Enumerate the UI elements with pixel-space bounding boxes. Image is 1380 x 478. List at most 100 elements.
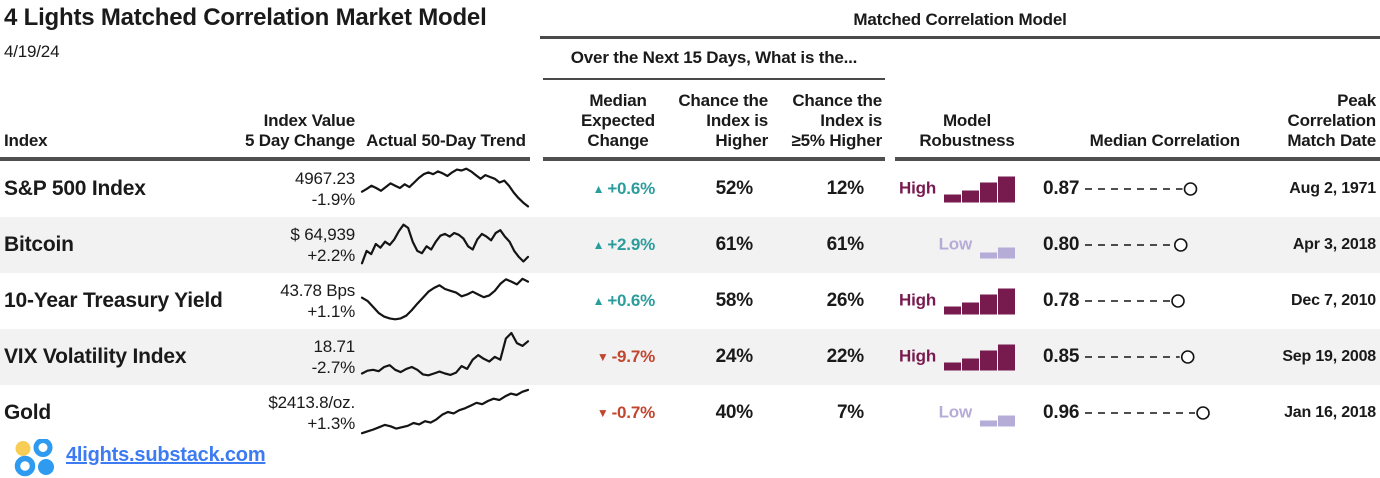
index-value: $ 64,939 <box>290 225 355 244</box>
robustness-label: Low <box>938 402 973 422</box>
trend-sparkline <box>360 162 532 216</box>
table-header-rule-right <box>895 157 1380 161</box>
index-value: 18.71 <box>313 337 355 356</box>
trend-arrow-icon: ▼ <box>596 406 609 420</box>
five-day-change: +1.1% <box>307 302 355 321</box>
trend-arrow-icon: ▲ <box>592 182 605 196</box>
chance-higher: 24% <box>715 346 754 367</box>
median-expected-change-value: +0.6% <box>607 179 655 198</box>
median-expected-change: ▲ +2.9% <box>592 235 656 255</box>
trend-arrow-icon: ▲ <box>592 294 605 308</box>
table-row: VIX Volatility Index 18.71 -2.7% ▼ -9.7% 2… <box>0 329 1380 385</box>
correlation-lollipop <box>1085 293 1225 309</box>
median-correlation-value: 0.96 <box>1043 402 1080 423</box>
index-name: 10-Year Treasury Yield <box>4 289 223 312</box>
index-value: $2413.8/oz. <box>268 393 355 412</box>
peak-match-date: Jan 16, 2018 <box>1284 404 1376 421</box>
chance-5pct-higher: 22% <box>826 346 865 367</box>
model-robustness: High <box>899 288 1015 315</box>
trend-arrow-icon: ▲ <box>592 238 605 252</box>
median-expected-change-value: +2.9% <box>607 235 655 254</box>
peak-match-date: Apr 3, 2018 <box>1292 236 1376 253</box>
chance-5pct-higher: 7% <box>836 402 864 423</box>
robustness-bars <box>944 176 1015 203</box>
index-value-and-change: $2413.8/oz. +1.3% <box>268 392 355 434</box>
index-name: Bitcoin <box>4 233 74 256</box>
index-name: S&P 500 Index <box>4 177 146 200</box>
four-lights-logo-icon <box>12 438 58 477</box>
model-robustness: Low <box>939 400 1015 427</box>
median-expected-change: ▼ -9.7% <box>597 347 655 367</box>
table-row: Gold $2413.8/oz. +1.3% ▼ -0.7% 40% 7% Low … <box>0 385 1380 441</box>
five-day-change: +1.3% <box>307 414 355 433</box>
group-header-matched-correlation-model: Matched Correlation Model <box>853 10 1067 29</box>
peak-match-date: Dec 7, 2010 <box>1291 292 1376 309</box>
column-header-median-correlation: Median Correlation <box>1089 131 1241 150</box>
five-day-change: +2.2% <box>307 246 355 265</box>
median-expected-change: ▲ +0.6% <box>592 179 656 199</box>
table-row: Bitcoin $ 64,939 +2.2% ▲ +2.9% 61% 61% Low… <box>0 217 1380 273</box>
column-header-trend: Actual 50-Day Trend <box>366 131 526 150</box>
robustness-bars <box>944 288 1015 315</box>
chance-higher: 40% <box>715 402 754 423</box>
group-header-rule <box>540 36 1380 39</box>
column-header-median-expected-change: Median Expected Change <box>581 91 655 150</box>
as-of-date: 4/19/24 <box>4 42 60 61</box>
correlation-lollipop <box>1085 237 1225 253</box>
table-body: S&P 500 Index 4967.23 -1.9% ▲ +0.6% 52% 12… <box>0 161 1380 441</box>
median-correlation-value: 0.80 <box>1043 234 1080 255</box>
correlation-lollipop <box>1085 181 1225 197</box>
index-value: 43.78 Bps <box>280 281 355 300</box>
median-expected-change: ▲ +0.6% <box>592 291 656 311</box>
group-header-next-15-days: Over the Next 15 Days, What is the... <box>570 48 858 67</box>
robustness-bars <box>980 400 1015 427</box>
index-value-and-change: $ 64,939 +2.2% <box>290 224 355 266</box>
subgroup-header-rule <box>543 78 885 80</box>
table-header-rule-left <box>0 157 530 161</box>
chance-higher: 61% <box>715 234 754 255</box>
page-title: 4 Lights Matched Correlation Market Mode… <box>4 4 487 31</box>
model-robustness: High <box>899 176 1015 203</box>
robustness-bars <box>944 344 1015 371</box>
substack-link[interactable]: 4lights.substack.com <box>66 444 266 466</box>
column-header-model-robustness: Model Robustness <box>919 111 1015 150</box>
median-correlation-value: 0.85 <box>1043 346 1080 367</box>
column-header-peak-match-date: Peak Correlation Match Date <box>1287 91 1376 150</box>
index-value-and-change: 4967.23 -1.9% <box>295 168 355 210</box>
median-expected-change-value: -9.7% <box>611 347 656 366</box>
correlation-lollipop <box>1085 349 1225 365</box>
trend-arrow-icon: ▼ <box>596 350 609 364</box>
model-robustness: Low <box>939 232 1015 259</box>
index-value-and-change: 18.71 -2.7% <box>311 336 356 378</box>
chance-5pct-higher: 12% <box>826 178 865 199</box>
column-header-index: Index <box>4 131 48 150</box>
model-robustness: High <box>899 344 1015 371</box>
peak-match-date: Aug 2, 1971 <box>1289 180 1376 197</box>
median-correlation-value: 0.87 <box>1043 178 1080 199</box>
robustness-label: High <box>899 178 936 198</box>
table-row: 10-Year Treasury Yield 43.78 Bps +1.1% ▲ +… <box>0 273 1380 329</box>
column-header-row: Index Index Value 5 Day Change Actual 50… <box>0 0 1380 157</box>
correlation-lollipop <box>1085 405 1225 421</box>
chance-higher: 52% <box>715 178 754 199</box>
five-day-change: -1.9% <box>311 190 356 209</box>
trend-sparkline <box>360 330 532 384</box>
index-name: Gold <box>4 401 52 424</box>
index-value-and-change: 43.78 Bps +1.1% <box>280 280 355 322</box>
trend-sparkline <box>360 386 532 440</box>
median-correlation-value: 0.78 <box>1043 290 1080 311</box>
column-header-chance-5pct-higher: Chance the Index is ≥5% Higher <box>791 91 883 150</box>
five-day-change: -2.7% <box>311 358 356 377</box>
trend-sparkline <box>360 274 532 328</box>
robustness-label: High <box>899 346 936 366</box>
chance-5pct-higher: 61% <box>826 234 865 255</box>
median-expected-change-value: -0.7% <box>611 403 656 422</box>
index-value: 4967.23 <box>294 169 355 188</box>
median-expected-change: ▼ -0.7% <box>597 403 655 423</box>
robustness-label: Low <box>938 234 973 254</box>
robustness-bars <box>980 232 1015 259</box>
robustness-label: High <box>899 290 936 310</box>
chance-higher: 58% <box>715 290 754 311</box>
column-header-index-value: Index Value 5 Day Change <box>244 111 355 150</box>
